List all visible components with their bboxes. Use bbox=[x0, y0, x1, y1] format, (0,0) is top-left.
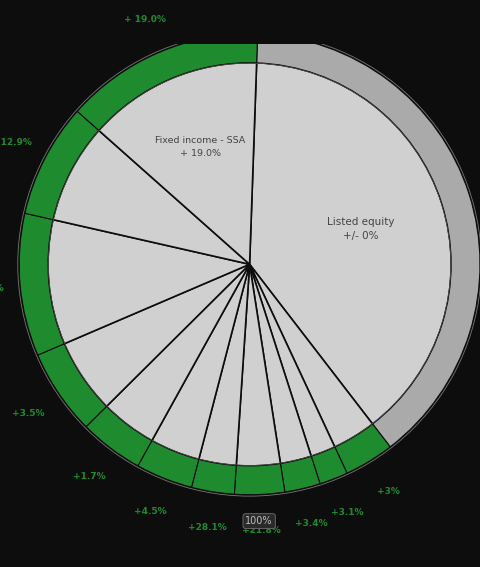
Wedge shape bbox=[250, 63, 451, 424]
Text: +3%: +3% bbox=[377, 488, 399, 497]
Wedge shape bbox=[99, 63, 257, 264]
Wedge shape bbox=[48, 219, 250, 344]
Text: Fixed income - SSA
+ 19.0%: Fixed income - SSA + 19.0% bbox=[155, 136, 245, 158]
Wedge shape bbox=[234, 464, 285, 494]
Text: +3.1%: +3.1% bbox=[331, 508, 363, 517]
Text: +21.8%: +21.8% bbox=[242, 526, 281, 535]
Text: 100%: 100% bbox=[245, 516, 273, 526]
Wedge shape bbox=[138, 441, 199, 487]
Wedge shape bbox=[335, 424, 390, 473]
Text: +1.7%: +1.7% bbox=[72, 472, 105, 481]
Text: +4.5%: +4.5% bbox=[134, 507, 167, 516]
Text: Listed equity
+/- 0%: Listed equity +/- 0% bbox=[327, 217, 395, 240]
Wedge shape bbox=[192, 459, 236, 494]
Text: +3.5%: +3.5% bbox=[12, 409, 45, 418]
Text: + 19.0%: + 19.0% bbox=[124, 15, 166, 24]
Wedge shape bbox=[38, 344, 107, 426]
Text: +3.4%: +3.4% bbox=[295, 519, 327, 528]
Text: +11.2%: +11.2% bbox=[0, 284, 4, 293]
Text: +12.9%: +12.9% bbox=[0, 138, 32, 147]
Wedge shape bbox=[77, 34, 258, 130]
Wedge shape bbox=[236, 264, 280, 466]
Wedge shape bbox=[257, 34, 480, 447]
Wedge shape bbox=[19, 213, 64, 355]
Wedge shape bbox=[311, 447, 347, 484]
Wedge shape bbox=[152, 264, 250, 459]
Wedge shape bbox=[64, 264, 250, 407]
Wedge shape bbox=[199, 264, 250, 466]
Wedge shape bbox=[25, 111, 99, 219]
Wedge shape bbox=[86, 407, 152, 466]
Wedge shape bbox=[250, 264, 372, 447]
Text: +28.1%: +28.1% bbox=[188, 523, 227, 532]
Wedge shape bbox=[250, 264, 335, 456]
Wedge shape bbox=[280, 456, 320, 492]
Wedge shape bbox=[53, 130, 250, 264]
Wedge shape bbox=[250, 264, 311, 464]
Wedge shape bbox=[107, 264, 250, 441]
